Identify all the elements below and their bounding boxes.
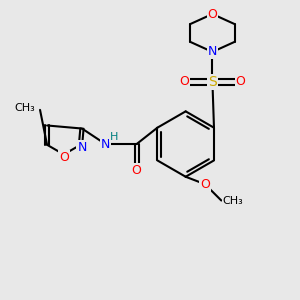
Text: CH₃: CH₃ (15, 103, 36, 113)
Text: H: H (110, 132, 118, 142)
Text: CH₃: CH₃ (223, 196, 244, 206)
Text: O: O (200, 178, 210, 191)
Text: N: N (208, 45, 217, 58)
Text: S: S (208, 75, 217, 88)
Text: N: N (101, 138, 110, 151)
Text: O: O (236, 75, 246, 88)
Text: N: N (77, 141, 87, 154)
Text: O: O (132, 164, 142, 177)
Text: O: O (208, 8, 218, 20)
Text: O: O (59, 151, 69, 164)
Text: O: O (179, 75, 189, 88)
